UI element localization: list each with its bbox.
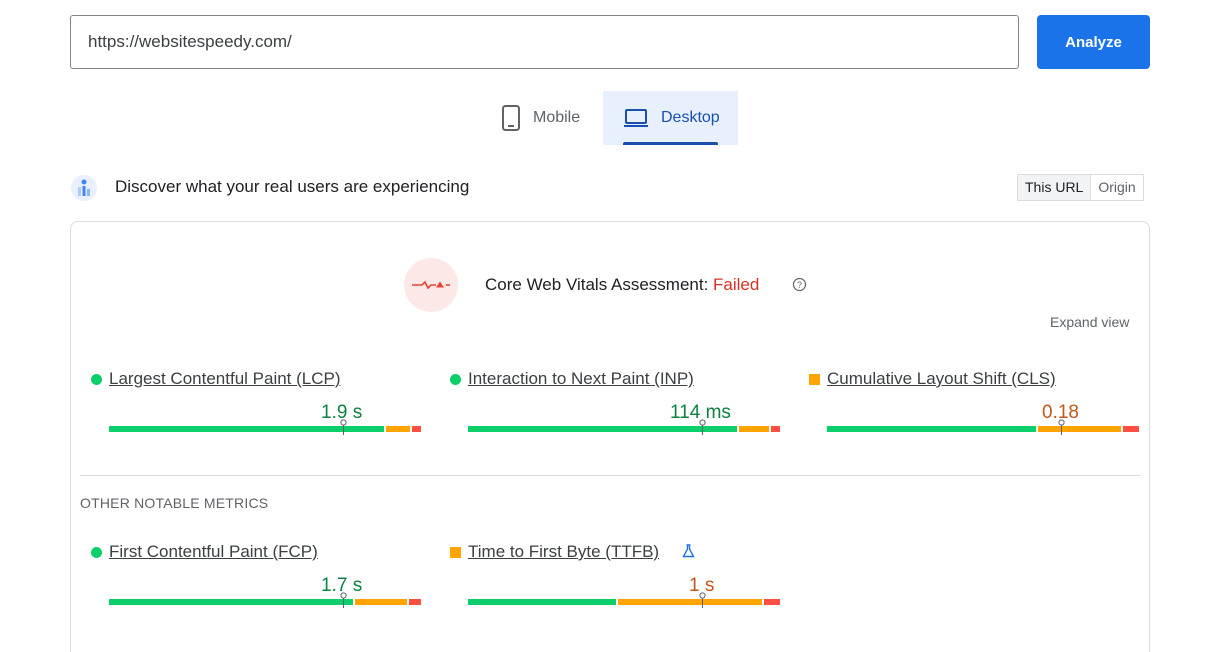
section-divider <box>80 475 1140 476</box>
flask-icon <box>682 544 695 558</box>
assessment-status: Failed <box>713 275 760 294</box>
good-segment <box>468 426 737 432</box>
smartphone-icon <box>501 105 521 131</box>
url-input[interactable] <box>70 15 1019 69</box>
marker-pin-icon <box>699 592 706 608</box>
metric-lcp-label[interactable]: Largest Contentful Paint (LCP) <box>109 369 341 388</box>
good-segment <box>109 599 353 605</box>
analyze-button[interactable]: Analyze <box>1037 15 1150 69</box>
good-segment <box>468 599 616 605</box>
origin-button[interactable]: Origin <box>1098 179 1136 195</box>
poor-segment <box>409 599 421 605</box>
metric-ttfb-distribution-bar <box>468 599 780 605</box>
url-origin-toggle[interactable]: This URL Origin <box>1017 174 1144 201</box>
poor-segment <box>1123 426 1139 432</box>
metric-cls-value: 0.18 <box>1042 402 1079 423</box>
poor-segment <box>764 599 780 605</box>
crux-heading: Discover what your real users are experi… <box>115 177 470 196</box>
metric-fcp-label[interactable]: First Contentful Paint (FCP) <box>109 542 318 561</box>
laptop-icon <box>623 108 649 128</box>
tab-desktop-label: Desktop <box>661 109 720 126</box>
good-segment <box>109 426 384 432</box>
rating-average-square <box>809 374 820 385</box>
rating-average-square <box>450 547 461 558</box>
needs-improvement-segment <box>355 599 407 605</box>
tab-mobile[interactable]: Mobile <box>489 91 601 145</box>
other-metrics-heading: OTHER NOTABLE METRICS <box>80 495 269 511</box>
marker-pin-icon <box>1058 419 1065 435</box>
assessment-label: Core Web Vitals Assessment: <box>485 275 714 294</box>
metric-ttfb-label[interactable]: Time to First Byte (TTFB) <box>468 542 660 561</box>
poor-segment <box>771 426 780 432</box>
assessment-heading: Core Web Vitals Assessment: Failed <box>485 275 759 295</box>
tab-desktop[interactable]: Desktop <box>603 91 738 145</box>
metric-fcp-distribution-bar <box>109 599 421 605</box>
marker-pin-icon <box>340 592 347 608</box>
needs-improvement-segment <box>386 426 410 432</box>
metric-fcp-value: 1.7 s <box>321 575 363 596</box>
metric-inp-value: 114 ms <box>670 402 731 423</box>
metric-inp-label[interactable]: Interaction to Next Paint (INP) <box>468 369 694 388</box>
help-icon[interactable]: ? <box>792 277 807 292</box>
field-data-card <box>70 221 1150 652</box>
tab-mobile-label: Mobile <box>533 109 581 126</box>
metric-lcp-distribution-bar <box>109 426 421 432</box>
metric-inp-distribution-bar <box>468 426 780 432</box>
metric-ttfb-value: 1 s <box>689 575 715 596</box>
this-url-button[interactable]: This URL <box>1018 175 1092 200</box>
marker-pin-icon <box>340 419 347 435</box>
good-segment <box>827 426 1036 432</box>
metric-cls-distribution-bar <box>827 426 1139 432</box>
needs-improvement-segment <box>739 426 769 432</box>
poor-segment <box>412 426 421 432</box>
rating-good-dot <box>450 374 461 385</box>
pulse-warning-icon <box>404 258 458 312</box>
users-chart-icon <box>70 174 98 202</box>
marker-pin-icon <box>699 419 706 435</box>
metric-cls-label[interactable]: Cumulative Layout Shift (CLS) <box>827 369 1056 388</box>
needs-improvement-segment <box>618 599 762 605</box>
expand-view-link[interactable]: Expand view <box>1050 314 1130 330</box>
rating-good-dot <box>91 374 102 385</box>
metric-lcp-value: 1.9 s <box>321 402 363 423</box>
svg-text:?: ? <box>797 280 802 290</box>
rating-good-dot <box>91 547 102 558</box>
needs-improvement-segment <box>1038 426 1121 432</box>
